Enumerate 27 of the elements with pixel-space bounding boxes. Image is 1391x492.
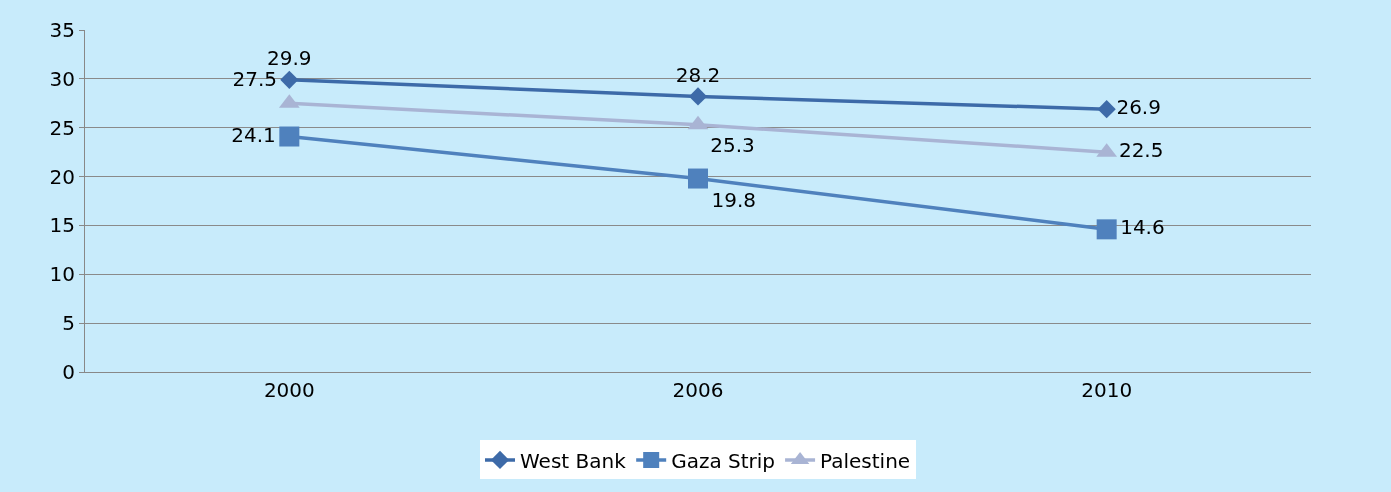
legend-label: Gaza Strip bbox=[671, 448, 776, 473]
y-tick-label: 15 bbox=[49, 213, 75, 238]
y-tick-label: 0 bbox=[62, 360, 75, 384]
y-tick-label: 20 bbox=[49, 164, 75, 189]
y-tick-label: 10 bbox=[49, 262, 75, 287]
data-label: 14.6 bbox=[1120, 215, 1165, 240]
data-label: 19.8 bbox=[711, 188, 757, 213]
data-label: 25.3 bbox=[710, 133, 755, 158]
point bbox=[280, 70, 299, 89]
y-tick-label: 25 bbox=[49, 115, 75, 140]
point bbox=[1097, 100, 1116, 119]
data-label: 22.5 bbox=[1118, 138, 1164, 163]
legend-label: West Bank bbox=[520, 448, 627, 473]
legend-label: Palestine bbox=[820, 448, 911, 473]
data-label: 28.2 bbox=[675, 62, 721, 87]
x-tick-label: 2010 bbox=[1081, 378, 1133, 402]
y-tick-label: 30 bbox=[49, 66, 75, 91]
point bbox=[1096, 219, 1117, 240]
data-label: 24.1 bbox=[231, 122, 276, 147]
point bbox=[279, 126, 300, 147]
x-tick-label: 2006 bbox=[672, 378, 724, 402]
point bbox=[688, 87, 708, 106]
x-tick-label: 2000 bbox=[263, 378, 315, 402]
data-label: 26.9 bbox=[1116, 95, 1161, 120]
y-tick-label: 5 bbox=[62, 311, 75, 336]
point bbox=[688, 168, 708, 189]
y-tick-label: 35 bbox=[49, 18, 75, 42]
